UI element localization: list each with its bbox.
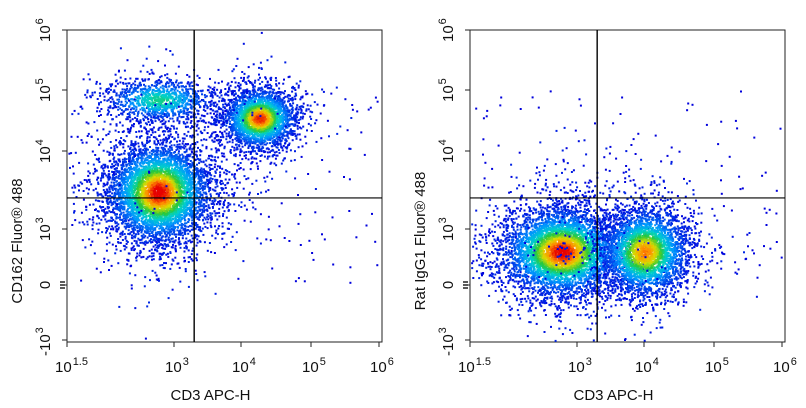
y-zero-markers [463, 281, 468, 289]
y-zero-markers [60, 281, 65, 289]
y-tick-label: 105 [437, 78, 457, 102]
y-tick-label: 0 [37, 281, 54, 289]
x-axis-title: CD3 APC-H [170, 387, 250, 404]
x-tick-label: 101.5 [55, 356, 88, 376]
event-dots [471, 90, 783, 342]
population-cluster [68, 45, 317, 340]
background-events [72, 92, 379, 284]
y-tick-label: 106 [437, 18, 457, 42]
plot-svg: 101.5 103 104 105 106 106 105 104 103 0 -103 CD3 AP… [412, 18, 797, 404]
x-tick-label: 101.5 [458, 356, 491, 376]
y-tick-label: 106 [34, 18, 54, 42]
x-tick-label: 104 [232, 356, 256, 376]
population-cluster [71, 47, 287, 137]
x-tick-label: 105 [705, 356, 729, 376]
y-tick-label: 105 [34, 78, 54, 102]
x-tick-label: 103 [568, 356, 592, 376]
x-tick-label: 106 [370, 356, 394, 376]
x-axis-title: CD3 APC-H [573, 387, 653, 404]
y-axis-title: Rat IgG1 Fluor® 488 [412, 172, 429, 311]
plot-panel-isotype: 101.5 103 104 105 106 106 105 104 103 0 -103 CD3 AP… [403, 0, 806, 408]
plot-panel-cd162: 101.5 103 104 105 106 106 105 104 103 0 -103 CD3 AP… [9, 18, 394, 404]
y-tick-label: 0 [440, 281, 457, 289]
x-tick-label: 104 [635, 356, 659, 376]
y-tick-label: 103 [437, 217, 457, 241]
y-tick-label: -103 [437, 327, 457, 356]
y-tick-label: -103 [34, 327, 54, 356]
plot-area [469, 29, 786, 343]
y-tick-label: 104 [34, 139, 54, 163]
x-tick-label: 106 [773, 356, 797, 376]
y-tick-label: 104 [437, 139, 457, 163]
x-tick-label: 105 [302, 356, 326, 376]
background-events [474, 90, 783, 283]
plot-svg: 101.5 103 104 105 106 106 105 104 103 0 -103 CD3 AP… [9, 18, 394, 404]
event-dots [68, 31, 379, 340]
y-axis-title: CD162 Fluor® 488 [9, 178, 26, 303]
y-tick-label: 103 [34, 217, 54, 241]
x-tick-label: 103 [165, 356, 189, 376]
population-cluster [525, 150, 758, 342]
